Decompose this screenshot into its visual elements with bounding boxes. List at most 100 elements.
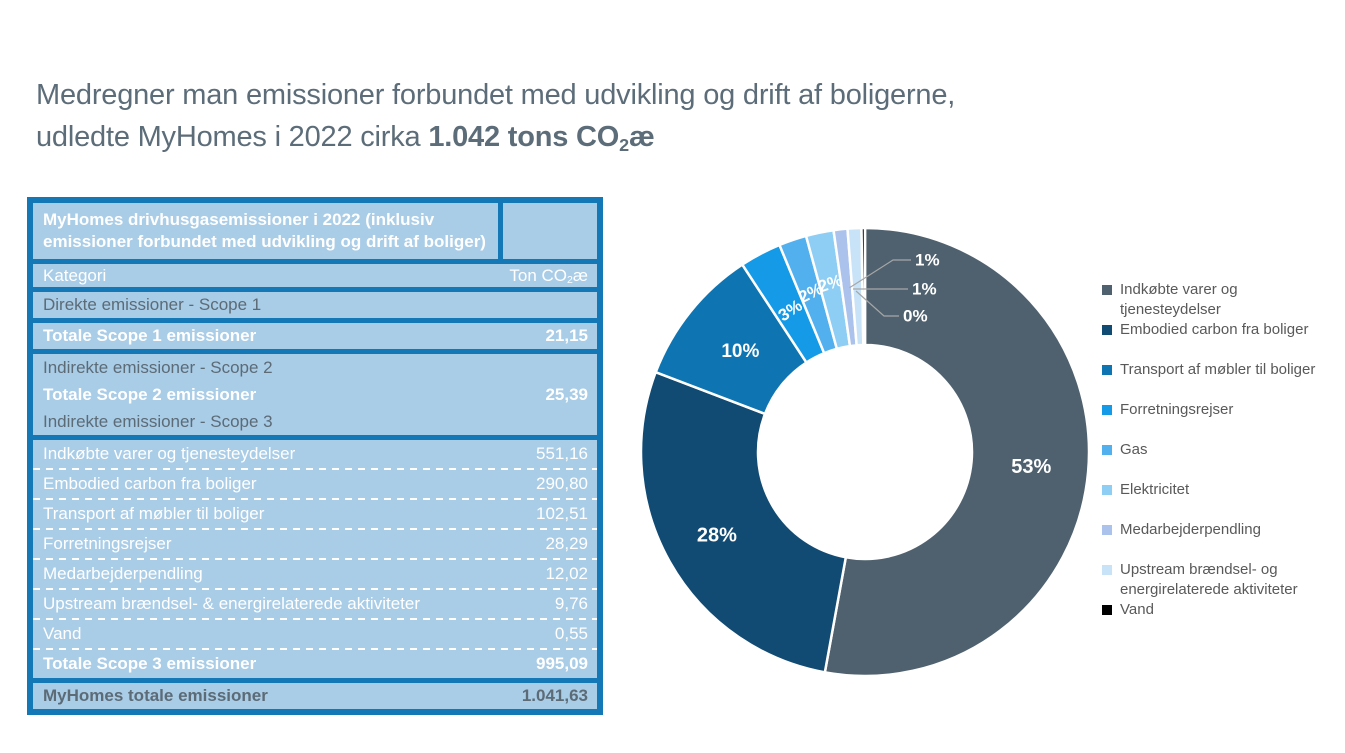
scope1-header-section: Direkte emissioner - Scope 1 bbox=[33, 292, 597, 318]
legend-item-label: Upstream brændsel- og energirelaterede a… bbox=[1120, 561, 1298, 598]
scope2-header-row: Indirekte emissioner - Scope 2 bbox=[33, 354, 597, 381]
legend-swatch bbox=[1102, 525, 1112, 535]
scope1-total-value: 21,15 bbox=[545, 326, 588, 345]
slice-label: 0% bbox=[903, 307, 928, 326]
page-title: Medregner man emissioner forbundet med u… bbox=[36, 74, 955, 158]
legend-item: Gas bbox=[1102, 440, 1326, 480]
legend-swatch bbox=[1102, 565, 1112, 575]
column-header-section: Kategori Ton CO2æ bbox=[33, 264, 597, 287]
legend-item-label: Forretningsrejser bbox=[1120, 401, 1234, 418]
scope1-header-label: Direkte emissioner - Scope 1 bbox=[43, 295, 262, 314]
header-empty-cell bbox=[503, 203, 597, 259]
donut-slice bbox=[639, 370, 848, 674]
dashed-divider bbox=[33, 648, 597, 650]
slice-label: 10% bbox=[721, 341, 759, 362]
dashed-divider bbox=[33, 558, 597, 560]
row-value: 28,29 bbox=[545, 534, 588, 553]
title-line2: udledte MyHomes i 2022 cirka 1.042 tons … bbox=[36, 116, 955, 158]
legend-swatch bbox=[1102, 285, 1112, 295]
row-value: 290,80 bbox=[536, 474, 588, 493]
legend-item-label: Gas bbox=[1120, 441, 1148, 458]
table-row: Upstream brændsel- & energirelaterede ak… bbox=[33, 590, 597, 618]
row-value: 9,76 bbox=[554, 594, 588, 613]
legend-item: Upstream brændsel- og energirelaterede a… bbox=[1102, 560, 1326, 600]
unit-subscript: 2 bbox=[567, 274, 573, 287]
row-label: Transport af møbler til boliger bbox=[43, 504, 265, 523]
leader-line bbox=[849, 259, 911, 289]
column-header-unit: Ton CO2æ bbox=[509, 266, 588, 286]
title-co2-suffix: æ bbox=[628, 121, 655, 153]
legend-item: Elektricitet bbox=[1102, 480, 1326, 520]
scope2-total-value: 25,39 bbox=[545, 384, 588, 404]
row-label: Medarbejderpendling bbox=[43, 564, 203, 583]
grand-total-row: MyHomes totale emissioner 1.041,63 bbox=[33, 683, 597, 709]
dashed-divider bbox=[33, 498, 597, 500]
legend-swatch bbox=[1102, 325, 1112, 335]
slice-label: 28% bbox=[697, 524, 737, 546]
scope2-section: Indirekte emissioner - Scope 2 Totale Sc… bbox=[33, 354, 597, 435]
table-row: Transport af møbler til boliger 102,51 bbox=[33, 500, 597, 528]
dashed-divider bbox=[33, 588, 597, 590]
header-divider bbox=[498, 203, 503, 259]
slice-label: 53% bbox=[1011, 456, 1051, 478]
title-line2-regular: udledte MyHomes i 2022 cirka bbox=[36, 121, 429, 153]
dashed-divider bbox=[33, 618, 597, 620]
legend-item-label: Embodied carbon fra boliger bbox=[1120, 321, 1309, 338]
legend-item-label: Transport af møbler til boliger bbox=[1120, 361, 1316, 378]
table-row: Embodied carbon fra boliger 290,80 bbox=[33, 470, 597, 498]
table-row: Medarbejderpendling 12,02 bbox=[33, 560, 597, 588]
row-value: 102,51 bbox=[536, 504, 588, 523]
slice-label: 1% bbox=[915, 251, 940, 270]
dashed-divider bbox=[33, 468, 597, 470]
title-line1-text: Medregner man emissioner forbundet med u… bbox=[36, 79, 956, 111]
legend-swatch bbox=[1102, 445, 1112, 455]
grand-total-value: 1.041,63 bbox=[521, 686, 588, 705]
column-header-category: Kategori bbox=[43, 265, 107, 285]
scope3-total-value: 995,09 bbox=[536, 654, 588, 673]
unit-suffix: æ bbox=[572, 265, 588, 285]
donut-slice bbox=[860, 226, 867, 347]
scope3-section: Indkøbte varer og tjenesteydelser 551,16… bbox=[33, 440, 597, 678]
row-label: Forretningsrejser bbox=[43, 534, 172, 553]
unit-prefix: Ton CO bbox=[509, 265, 568, 285]
row-value: 12,02 bbox=[545, 564, 588, 583]
legend-swatch bbox=[1102, 485, 1112, 495]
legend-swatch bbox=[1102, 605, 1112, 615]
column-header-row: Kategori Ton CO2æ bbox=[33, 264, 597, 287]
legend-item: Transport af møbler til boliger bbox=[1102, 360, 1326, 400]
legend-item: Forretningsrejser bbox=[1102, 400, 1326, 440]
scope3-header-label: Indirekte emissioner - Scope 3 bbox=[43, 411, 273, 431]
legend-item-label: Elektricitet bbox=[1120, 481, 1190, 498]
legend-item-label: Vand bbox=[1120, 601, 1154, 618]
leader-line bbox=[855, 290, 899, 317]
scope2-total-label: Totale Scope 2 emissioner bbox=[43, 384, 257, 404]
legend-item: Indkøbte varer og tjenesteydelser bbox=[1102, 280, 1326, 320]
legend-item: Embodied carbon fra boliger bbox=[1102, 320, 1326, 360]
legend-item-label: Indkøbte varer og tjenesteydelser bbox=[1120, 281, 1238, 318]
scope2-header-label: Indirekte emissioner - Scope 2 bbox=[43, 357, 273, 377]
dashed-divider bbox=[33, 528, 597, 530]
emissions-table: MyHomes drivhusgasemissioner i 2022 (ink… bbox=[27, 197, 603, 715]
title-co2-subscript: 2 bbox=[619, 135, 629, 156]
scope1-total-section: Totale Scope 1 emissioner 21,15 bbox=[33, 323, 597, 349]
table-row: Vand 0,55 bbox=[33, 620, 597, 648]
scope1-header-row: Direkte emissioner - Scope 1 bbox=[33, 292, 597, 318]
table-title: MyHomes drivhusgasemissioner i 2022 (ink… bbox=[43, 210, 486, 251]
title-co2-prefix: 1.042 tons CO bbox=[428, 121, 620, 153]
scope3-total-label: Totale Scope 3 emissioner bbox=[43, 654, 257, 673]
scope1-total-label: Totale Scope 1 emissioner bbox=[43, 326, 257, 345]
grand-total-section: MyHomes totale emissioner 1.041,63 bbox=[33, 683, 597, 709]
legend-item: Medarbejderpendling bbox=[1102, 520, 1326, 560]
legend-swatch bbox=[1102, 405, 1112, 415]
table-row: Indkøbte varer og tjenesteydelser 551,16 bbox=[33, 440, 597, 468]
donut-chart: 53%28%10%3%2%2%1%1%0% bbox=[639, 226, 1091, 678]
title-line1: Medregner man emissioner forbundet med u… bbox=[36, 74, 955, 116]
scope1-total-row: Totale Scope 1 emissioner 21,15 bbox=[33, 323, 597, 349]
scope2-total-row: Totale Scope 2 emissioner 25,39 bbox=[33, 381, 597, 408]
scope3-total-row: Totale Scope 3 emissioner 995,09 bbox=[33, 650, 597, 678]
chart-legend: Indkøbte varer og tjenesteydelser Embodie… bbox=[1102, 280, 1326, 640]
grand-total-label: MyHomes totale emissioner bbox=[43, 686, 268, 705]
donut-slice bbox=[823, 226, 1091, 678]
scope3-header-row: Indirekte emissioner - Scope 3 bbox=[33, 408, 597, 435]
row-value: 0,55 bbox=[554, 624, 588, 643]
